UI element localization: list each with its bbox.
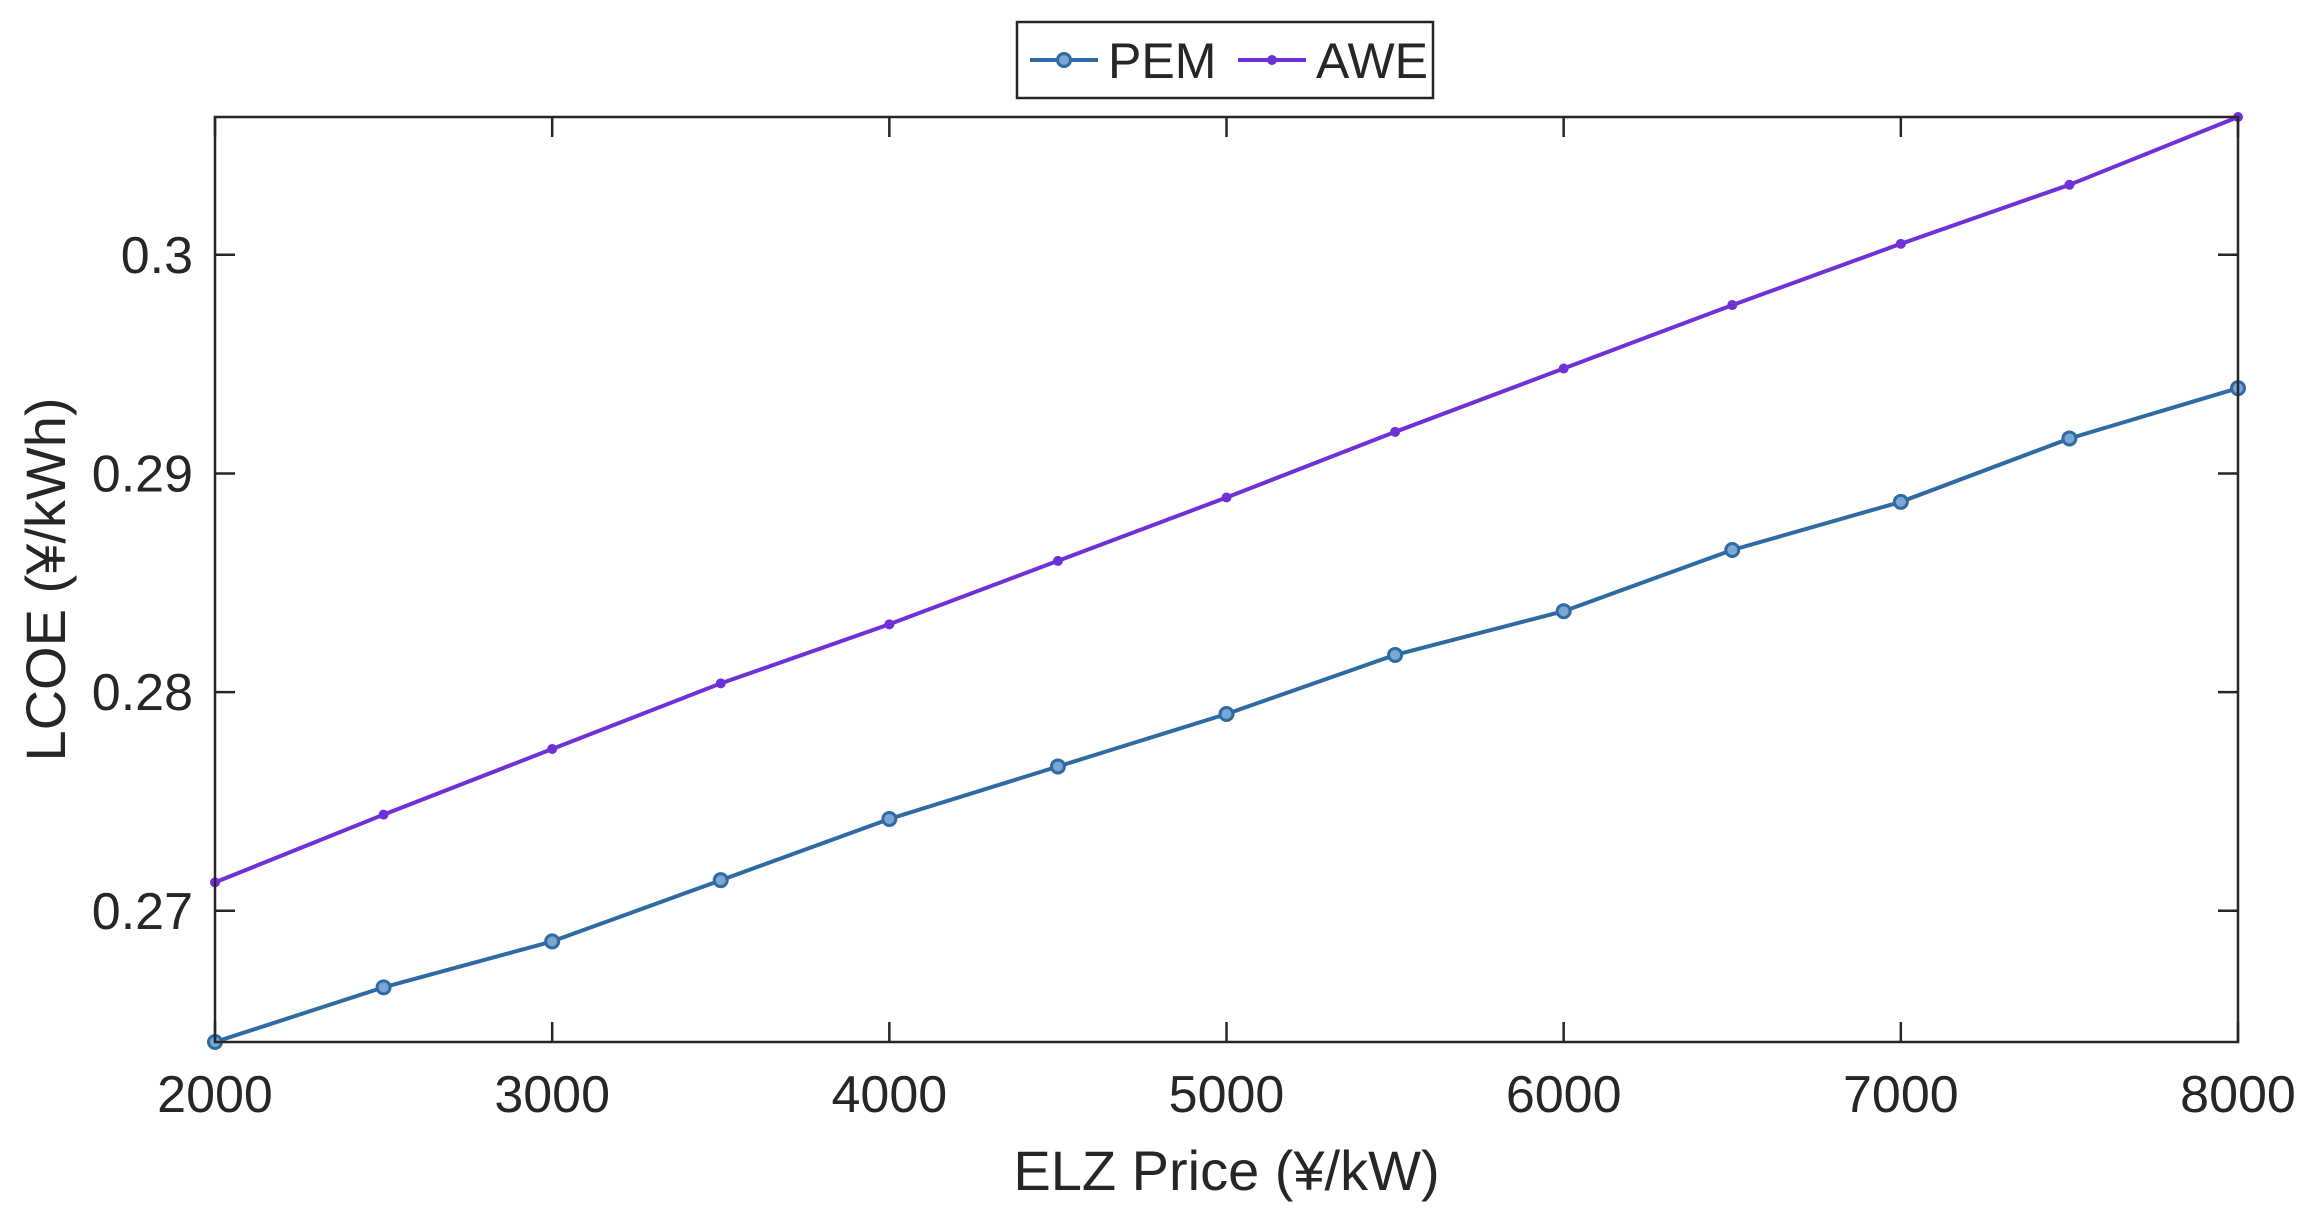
pem-point-7000 [1892, 493, 1909, 510]
awe-point-5000 [1221, 492, 1232, 503]
awe-point-6000 [1558, 363, 1569, 374]
awe-point-7000 [1895, 238, 1906, 249]
plot-series-group [207, 112, 2246, 1050]
awe-point-7500 [2064, 179, 2075, 190]
pem-point-4500 [1049, 758, 1066, 775]
awe-point-5500 [1390, 426, 1401, 437]
legend-pem-marker [1056, 52, 1072, 68]
pem-point-2500 [375, 979, 392, 996]
y-tick-label-2: 0.29 [92, 445, 193, 503]
awe-point-3500 [715, 678, 726, 689]
pem-point-6500 [1724, 541, 1741, 558]
pem-point-5000 [1218, 705, 1235, 722]
awe-point-2500 [378, 809, 389, 820]
plot-area-frame [213, 115, 2240, 1044]
awe-point-4000 [884, 619, 895, 630]
y-tick-label-0: 0.27 [92, 883, 193, 941]
x-tick-label-5000: 5000 [1169, 1066, 1285, 1124]
pem-point-6000 [1555, 603, 1572, 620]
x-tick-label-3000: 3000 [494, 1066, 610, 1124]
awe-point-3000 [547, 743, 558, 754]
legend-awe-label: AWE [1316, 33, 1428, 89]
x-axis-title: ELZ Price (¥/kW) [1013, 1139, 1439, 1202]
x-tick-label-2000: 2000 [157, 1066, 273, 1124]
pem-point-3000 [544, 933, 561, 950]
axis-ticks-group: 2000 3000 4000 5000 6000 7000 8000 0.27 0.28 0.29… [92, 117, 2296, 1124]
legend-items: PEM AWE [1030, 33, 1428, 89]
x-tick-label-4000: 4000 [831, 1066, 947, 1124]
pem-point-4000 [881, 810, 898, 827]
pem-point-7500 [2061, 430, 2078, 447]
x-tick-label-8000: 8000 [2180, 1066, 2296, 1124]
legend-awe-marker [1267, 55, 1277, 65]
pem-point-5500 [1387, 646, 1404, 663]
y-tick-label-1: 0.28 [92, 664, 193, 722]
y-tick-label-3: 0.3 [121, 227, 193, 285]
x-tick-label-7000: 7000 [1843, 1066, 1959, 1124]
awe-point-4500 [1052, 555, 1063, 566]
legend-pem-label: PEM [1108, 33, 1216, 89]
legend[interactable]: PEM AWE [1015, 20, 1435, 100]
pem-point-3500 [712, 872, 729, 889]
awe-point-6500 [1727, 300, 1738, 311]
y-axis-title: LCOE (¥/kWh) [14, 397, 77, 761]
x-tick-label-6000: 6000 [1506, 1066, 1622, 1124]
